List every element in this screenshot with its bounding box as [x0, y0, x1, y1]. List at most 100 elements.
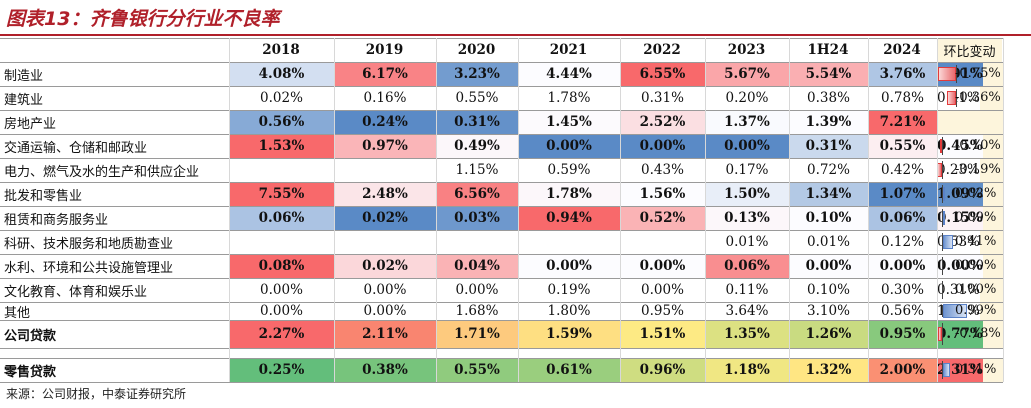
change-bar	[947, 91, 956, 105]
data-cell: 0.56%	[229, 110, 334, 134]
column-header: 2020	[436, 38, 518, 62]
data-cell: 1.51%	[620, 320, 705, 348]
data-cell	[229, 230, 334, 254]
data-cell: 4.08%	[229, 62, 334, 86]
data-cell: 0.95%	[620, 302, 705, 320]
grid-line	[0, 382, 1003, 383]
change-bar	[943, 304, 967, 318]
column-header: 2021	[518, 38, 620, 62]
data-cell: 7.21%	[868, 110, 937, 134]
data-cell: 1.18%	[705, 358, 789, 382]
change-value: 0.41%	[955, 234, 997, 249]
data-cell: 0.42%	[868, 158, 937, 182]
change-value: -0.10%	[955, 138, 1001, 153]
data-cell: 0.00%	[334, 302, 436, 320]
grid-line	[518, 38, 519, 382]
grid-line	[937, 38, 938, 382]
data-cell: 0.02%	[334, 254, 436, 278]
data-cell: 0.97%	[334, 134, 436, 158]
data-cell: 0.00%	[620, 254, 705, 278]
grid-line	[0, 302, 1003, 303]
change-axis	[942, 281, 943, 299]
grid-line	[868, 38, 869, 382]
data-cell: 0.55%	[436, 358, 518, 382]
grid-line	[0, 358, 1003, 359]
data-cell: 0.06%	[705, 254, 789, 278]
change-value: -0.19%	[955, 162, 1001, 177]
data-cell: 1.80%	[518, 302, 620, 320]
change-axis	[942, 233, 943, 251]
change-axis	[956, 89, 957, 107]
change-bar	[937, 163, 942, 177]
row-label: 公司贷款	[4, 328, 57, 344]
source-note: 来源：公司财报，中泰证券研究所	[6, 387, 187, 401]
data-cell: 0.30%	[868, 278, 937, 302]
data-cell: 0.77%	[937, 320, 983, 348]
change-value: 0.00%	[955, 282, 997, 297]
grid-line	[0, 62, 1003, 63]
data-cell: 0.00%	[620, 278, 705, 302]
data-cell: 0.45%	[937, 134, 983, 158]
data-cell: 0.16%	[334, 86, 436, 110]
data-cell	[334, 230, 436, 254]
data-cell: 1.59%	[518, 320, 620, 348]
data-cell: 0.10%	[789, 278, 868, 302]
data-cell: 2.11%	[334, 320, 436, 348]
data-cell: 1.35%	[705, 320, 789, 348]
change-value: 0.99%	[955, 303, 997, 318]
data-cell: 3.76%	[868, 62, 937, 86]
data-cell: 0.02%	[229, 86, 334, 110]
data-cell: 0.25%	[229, 358, 334, 382]
grid-line	[0, 86, 1003, 87]
data-cell: 0.56%	[868, 302, 937, 320]
data-cell: 0.00%	[705, 134, 789, 158]
data-cell: 1.45%	[518, 110, 620, 134]
column-header: 2022	[620, 38, 705, 62]
data-cell: 0.06%	[868, 206, 937, 230]
data-cell: 0.31%	[937, 278, 980, 302]
row-label: 批发和零售业	[4, 188, 83, 204]
row-label: 电力、燃气及水的生产和供应企业	[4, 164, 200, 180]
grid-line	[0, 182, 1003, 183]
data-cell: 1.50%	[705, 182, 789, 206]
grid-line	[0, 158, 1003, 159]
data-cell: 3.10%	[789, 302, 868, 320]
data-cell: 0.06%	[229, 206, 334, 230]
change-value: -0.18%	[955, 326, 1001, 341]
data-cell: 4.44%	[518, 62, 620, 86]
data-cell: 0.24%	[334, 110, 436, 134]
data-cell: 0.55%	[868, 134, 937, 158]
column-header: 2019	[334, 38, 436, 62]
data-cell: 0.00%	[518, 254, 620, 278]
data-cell: 0.00%	[789, 254, 868, 278]
data-cell: 7.55%	[229, 182, 334, 206]
data-cell: 1.37%	[705, 110, 789, 134]
data-cell: 0.31%	[436, 110, 518, 134]
data-cell: 0.13%	[705, 206, 789, 230]
data-cell	[229, 158, 334, 182]
spacer-row	[0, 348, 1003, 358]
row-label: 租赁和商务服务业	[4, 212, 109, 228]
data-cell: 0.61%	[518, 358, 620, 382]
grid-line	[620, 38, 621, 382]
data-cell: 0.94%	[518, 206, 620, 230]
change-axis	[942, 257, 943, 275]
data-cell: 0.12%	[868, 230, 937, 254]
grid-line	[0, 230, 1003, 231]
change-bar	[943, 363, 951, 377]
data-cell	[518, 230, 620, 254]
data-cell	[436, 230, 518, 254]
change-bar	[938, 67, 956, 81]
data-cell: 0.01%	[705, 230, 789, 254]
data-cell: 0.17%	[705, 158, 789, 182]
data-cell: 2.27%	[229, 320, 334, 348]
data-cell: 0.19%	[518, 278, 620, 302]
change-axis	[942, 323, 943, 345]
row-label: 制造业	[4, 68, 44, 84]
data-cell: 0.31%	[620, 86, 705, 110]
row-label: 建筑业	[4, 92, 44, 108]
data-cell: 0.96%	[620, 358, 705, 382]
data-cell: 0.00%	[868, 254, 937, 278]
data-cell	[334, 158, 436, 182]
change-bar	[943, 235, 953, 249]
